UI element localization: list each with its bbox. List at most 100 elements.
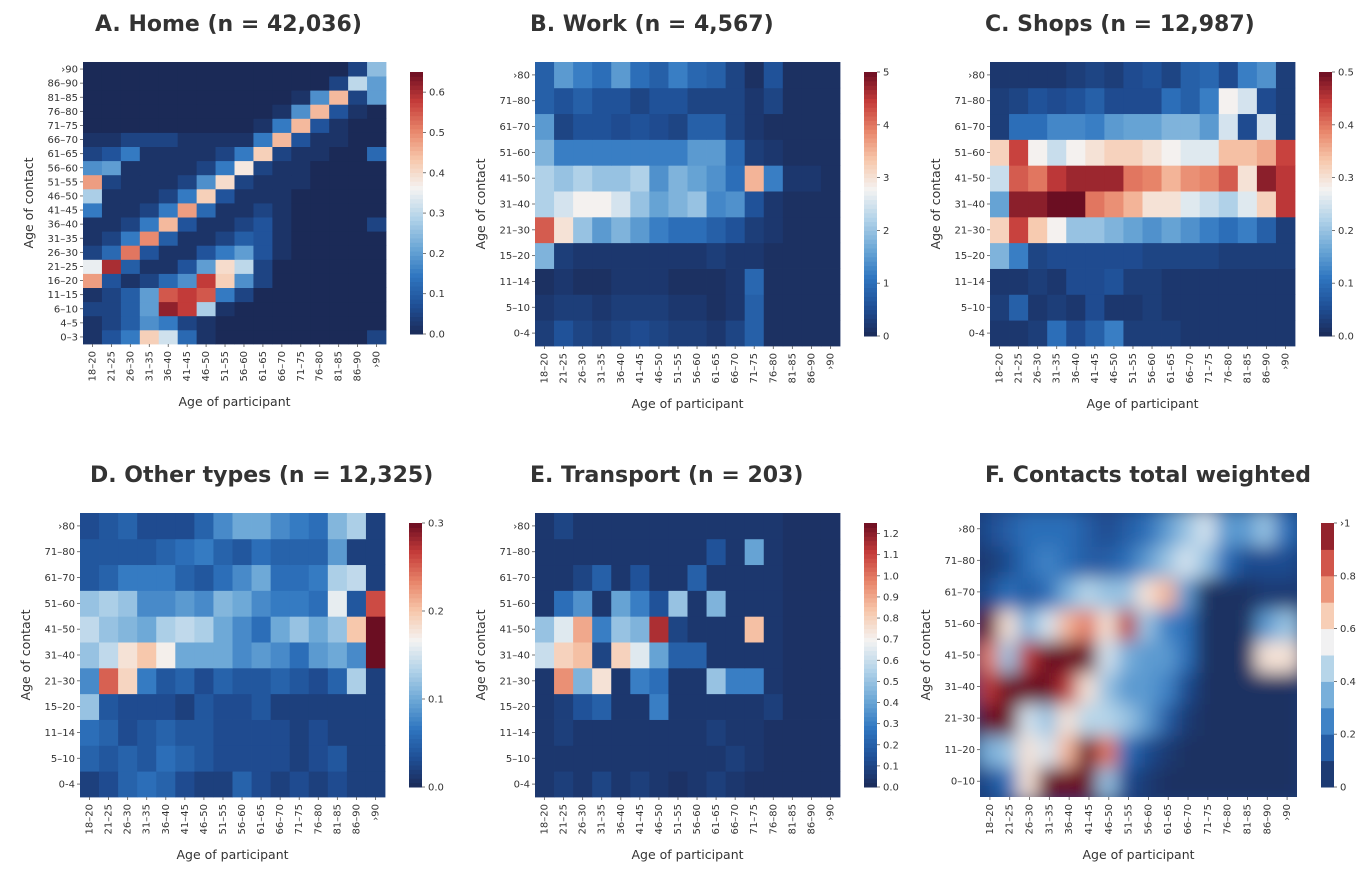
colorbar-segment (1319, 195, 1332, 201)
heatmap-cell (310, 231, 330, 246)
heatmap-cell (611, 616, 631, 643)
x-tick-label: 46–50 (199, 804, 210, 834)
heatmap-cell (554, 216, 574, 244)
heatmap-cell (763, 771, 784, 798)
heatmap-cell (158, 188, 179, 204)
colorbar-segment (1319, 221, 1332, 227)
contour-cell (1037, 668, 1062, 705)
heatmap-c: 18–20 21–25 26–30 31–35 36–40 41–45 46–50 51–55… (928, 62, 1354, 411)
y-tick-label: 86–90 (48, 79, 78, 90)
heatmap-cell (706, 745, 727, 772)
heatmap-cell (291, 188, 311, 204)
contour-cell (997, 574, 1022, 610)
heatmap-cell (232, 719, 252, 746)
heatmap-cell (1218, 165, 1239, 192)
x-tick-label: 41–45 (635, 804, 646, 834)
heatmap-cell (668, 667, 688, 695)
colorbar-segment (1319, 226, 1332, 231)
heatmap-cell (137, 745, 157, 772)
heatmap-cell (611, 87, 631, 115)
heatmap-cell (177, 118, 198, 133)
contour-cell (1037, 731, 1062, 768)
heatmap-cell (120, 273, 141, 288)
heatmap-cell (744, 616, 765, 643)
heatmap-cell (990, 139, 1010, 166)
heatmap-cell (990, 294, 1010, 321)
y-tick-label: 0–3 (60, 332, 78, 343)
heatmap-cell (801, 667, 822, 695)
heatmap-cell (177, 273, 198, 288)
colorbar-segment (864, 239, 877, 245)
colorbar-tick-label: 0.5 (1338, 68, 1354, 79)
heatmap-cell (782, 294, 803, 321)
heatmap-cell (801, 564, 822, 591)
colorbar-segment (409, 694, 422, 700)
colorbar-segment (1319, 111, 1332, 117)
heatmap-cell (215, 146, 235, 162)
heatmap-cell (630, 745, 650, 772)
heatmap-cell (365, 538, 386, 566)
colorbar-segment (864, 94, 877, 99)
heatmap-cell (1218, 320, 1239, 347)
heatmap-cell (83, 301, 103, 317)
heatmap-cell (820, 667, 841, 695)
contour-cell (1077, 731, 1101, 768)
heatmap-cell (1085, 216, 1105, 244)
x-tick-label: 56–60 (1143, 804, 1154, 834)
heatmap-cell (101, 301, 122, 317)
contour-cell (1096, 637, 1121, 673)
heatmap-cell (367, 174, 387, 190)
heatmap-cell (175, 667, 195, 695)
colorbar-segment (864, 300, 877, 306)
heatmap-cell (1123, 216, 1143, 244)
heatmap-cell (253, 104, 273, 119)
heatmap-cell (535, 139, 555, 166)
heatmap-cell (990, 113, 1010, 140)
heatmap-cell (118, 667, 138, 695)
contour-cell (1215, 668, 1240, 705)
heatmap-cell (1009, 242, 1029, 269)
heatmap-e: 18–20 21–25 26–30 31–35 36–40 41–45 46–50 51–55… (473, 513, 926, 862)
heatmap-cell (291, 287, 311, 303)
colorbar: 0.00.10.20.30.40.5Contacts per day (1319, 68, 1354, 343)
colorbar-segment (1319, 243, 1332, 249)
heatmap-cell (118, 771, 138, 798)
colorbar-segment (1319, 296, 1332, 302)
x-tick-label: 46–50 (654, 804, 665, 834)
heatmap-cell (327, 616, 348, 643)
heatmap-cell (367, 146, 387, 162)
colorbar-segment (1319, 80, 1332, 86)
heatmap-cell (592, 191, 612, 218)
heatmap-cell (1218, 191, 1239, 218)
heatmap-cell (1256, 268, 1277, 295)
heatmap-cell (139, 217, 160, 232)
contour-cell (1116, 668, 1141, 705)
colorbar-tick-label: 0 (1340, 783, 1346, 794)
colorbar-segment (410, 181, 423, 187)
colorbar-segment (864, 531, 877, 537)
heatmap-cell (990, 320, 1010, 347)
heatmap-cell (251, 616, 272, 643)
heatmap-cell (1009, 216, 1029, 244)
heatmap-cell (367, 62, 387, 77)
heatmap-cell (801, 538, 822, 566)
heatmap-cell (1123, 294, 1143, 321)
colorbar-segment (1321, 734, 1334, 762)
colorbar-tick-label: 0.7 (883, 635, 899, 646)
colorbar-segment (864, 72, 877, 77)
heatmap-cell (630, 242, 650, 269)
colorbar-segment (864, 672, 877, 678)
heatmap-cell (213, 719, 233, 746)
heatmap-cell (367, 287, 387, 303)
heatmap-cell (215, 273, 235, 288)
x-tick-label: 81–85 (1242, 804, 1253, 834)
colorbar-segment (864, 575, 877, 581)
heatmap-cell (725, 87, 746, 115)
panel-f: F. Contacts total weighted 18–20 21–25 26–… (910, 433, 1365, 866)
heatmap-cell (253, 62, 273, 77)
colorbar-segment (864, 309, 877, 315)
heatmap-cell (687, 87, 707, 115)
heatmap-cell (687, 242, 707, 269)
colorbar-segment (410, 242, 423, 248)
heatmap-cell (801, 719, 822, 746)
